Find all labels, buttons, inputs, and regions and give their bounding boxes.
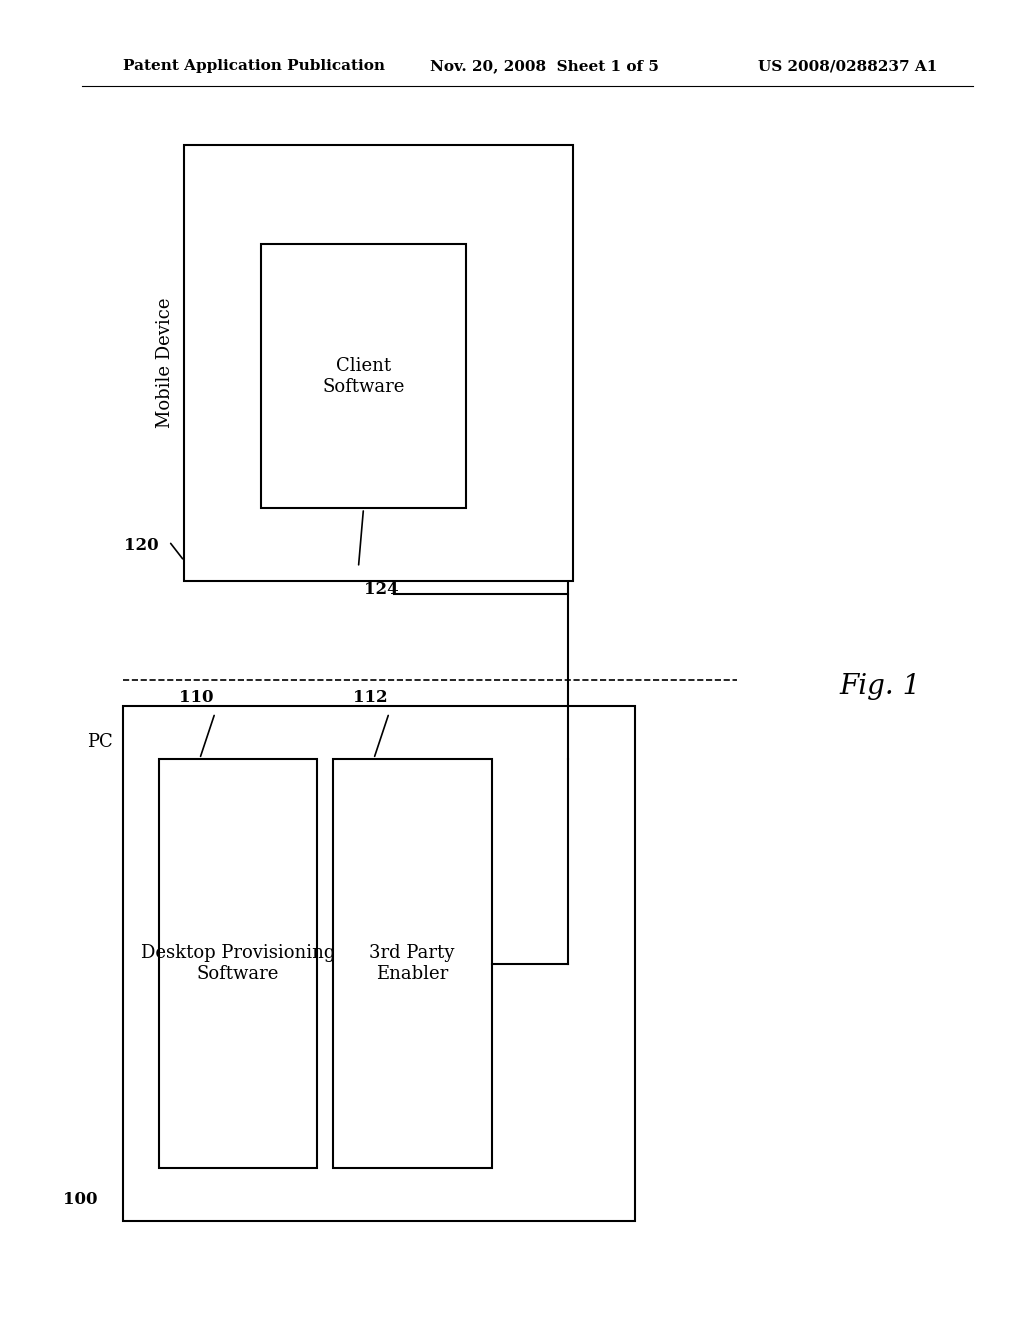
Text: Patent Application Publication: Patent Application Publication bbox=[123, 59, 385, 74]
FancyBboxPatch shape bbox=[159, 759, 317, 1168]
FancyBboxPatch shape bbox=[184, 145, 573, 581]
FancyBboxPatch shape bbox=[261, 244, 466, 508]
Text: 3rd Party
Enabler: 3rd Party Enabler bbox=[370, 944, 455, 983]
Text: 112: 112 bbox=[353, 689, 388, 706]
FancyBboxPatch shape bbox=[333, 759, 492, 1168]
Text: Mobile Device: Mobile Device bbox=[156, 298, 174, 428]
FancyBboxPatch shape bbox=[394, 224, 568, 594]
Text: Desktop Provisioning
Software: Desktop Provisioning Software bbox=[141, 944, 335, 983]
Text: 120: 120 bbox=[124, 537, 159, 554]
Text: Fig. 1: Fig. 1 bbox=[840, 673, 921, 700]
Text: Client
Software: Client Software bbox=[323, 356, 404, 396]
Text: US 2008/0288237 A1: US 2008/0288237 A1 bbox=[758, 59, 937, 74]
Text: 110: 110 bbox=[179, 689, 214, 706]
Text: PC: PC bbox=[87, 733, 113, 751]
FancyBboxPatch shape bbox=[123, 706, 635, 1221]
Text: Nov. 20, 2008  Sheet 1 of 5: Nov. 20, 2008 Sheet 1 of 5 bbox=[430, 59, 659, 74]
Text: 124: 124 bbox=[364, 581, 398, 598]
Text: 100: 100 bbox=[62, 1191, 97, 1208]
